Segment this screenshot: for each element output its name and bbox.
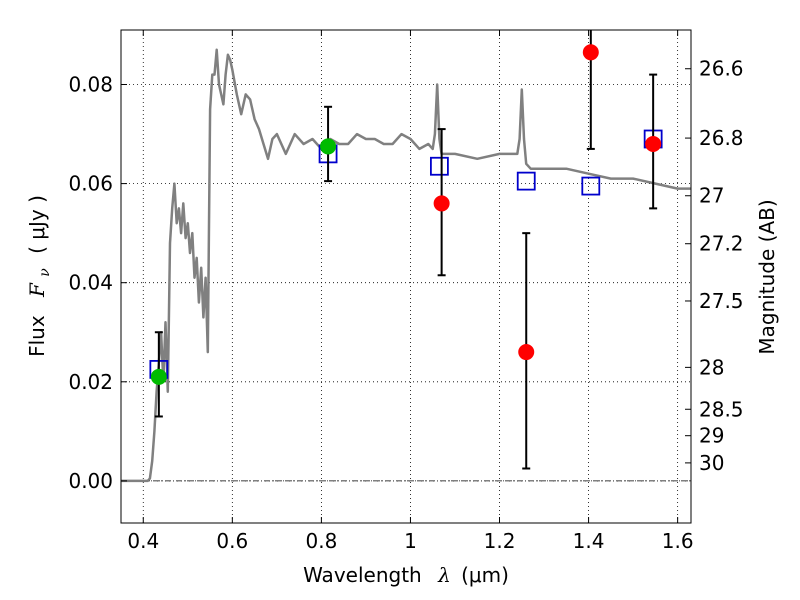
y-axis-label-subscript: ν xyxy=(37,268,53,277)
green-detection-marker xyxy=(320,138,337,155)
x-axis-label-unit: (μm) xyxy=(461,563,509,587)
y-tick-label: 0.06 xyxy=(68,172,113,196)
x-tick-label: 0.4 xyxy=(127,529,159,553)
green-detection-marker xyxy=(150,368,167,385)
y-axis-label-unit: ( μJy ) xyxy=(25,195,49,254)
right-tick-label: 27 xyxy=(699,184,724,208)
x-tick-label: 1 xyxy=(404,529,417,553)
y-tick-label: 0.08 xyxy=(68,73,113,97)
y-axis-label-symbol: F xyxy=(25,282,49,298)
axis-ticks xyxy=(121,30,691,523)
x-tick-label: 1.2 xyxy=(484,529,516,553)
model-square-marker xyxy=(516,171,536,191)
plot-frame xyxy=(120,29,692,524)
y-tick-label: 0.04 xyxy=(68,271,113,295)
red-detection-marker xyxy=(645,135,662,152)
right-tick-label: 29 xyxy=(699,424,724,448)
axis-tick-labels: 0.4 0.6 0.8 1 1.2 1.4 1.6 0.00 0.02 0.04 0.06 0.08 2… xyxy=(68,57,743,553)
right-tick-label: 26.6 xyxy=(699,57,744,81)
right-tick-label: 26.8 xyxy=(699,126,744,150)
x-tick-label: 1.4 xyxy=(573,529,605,553)
x-axis-label-text: Wavelength xyxy=(303,563,422,587)
right-tick-label: 27.5 xyxy=(699,289,744,313)
y-axis-label: Flux F ν ( μJy ) xyxy=(25,195,54,357)
y-axis-label-text: Flux xyxy=(25,315,49,357)
template-spectrum-line xyxy=(121,48,691,483)
red-detection-marker xyxy=(582,44,599,61)
model-square-marker xyxy=(581,176,601,196)
x-axis-label-symbol: λ xyxy=(437,563,451,587)
right-tick-label: 27.2 xyxy=(699,232,744,256)
x-tick-label: 0.6 xyxy=(216,529,248,553)
red-detection-marker xyxy=(433,195,450,212)
x-axis-label: Wavelength λ (μm) xyxy=(303,563,509,587)
template-spectrum xyxy=(121,48,691,483)
right-tick-label: 28 xyxy=(699,355,724,379)
red-detection-marker xyxy=(518,344,535,361)
x-tick-label: 0.8 xyxy=(305,529,337,553)
observed-photometry xyxy=(150,44,662,385)
y-tick-label: 0.02 xyxy=(68,370,113,394)
right-axis-label: Magnitude (AB) xyxy=(755,199,779,354)
right-tick-label: 30 xyxy=(699,451,724,475)
right-tick-label: 28.5 xyxy=(699,397,744,421)
grid xyxy=(121,30,691,523)
x-tick-label: 1.6 xyxy=(662,529,694,553)
y-tick-label: 0.00 xyxy=(68,469,113,493)
model-square-marker xyxy=(429,156,449,176)
